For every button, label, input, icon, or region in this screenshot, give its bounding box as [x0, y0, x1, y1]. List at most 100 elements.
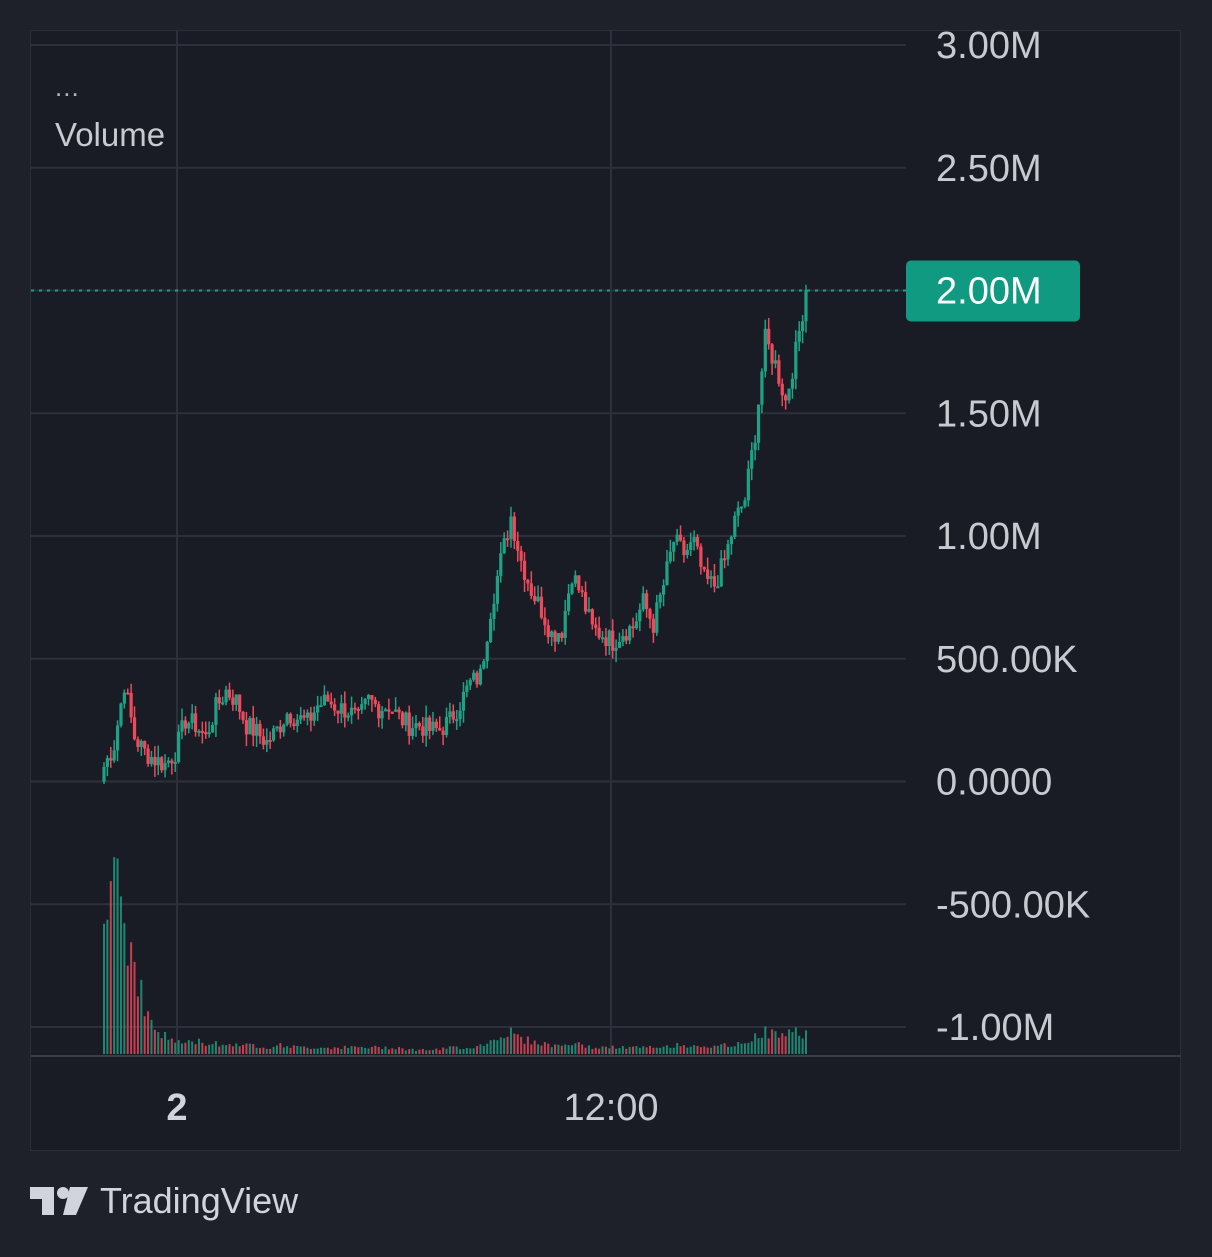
- volume-bar[interactable]: [170, 1038, 173, 1054]
- volume-bar[interactable]: [296, 1046, 299, 1054]
- candle-body[interactable]: [319, 705, 323, 708]
- candle-body[interactable]: [275, 726, 279, 729]
- candle-body[interactable]: [414, 723, 418, 729]
- volume-bar[interactable]: [204, 1045, 207, 1054]
- candle-body[interactable]: [295, 719, 299, 727]
- volume-bar[interactable]: [364, 1047, 367, 1054]
- candle-body[interactable]: [624, 636, 628, 641]
- volume-bar[interactable]: [723, 1043, 726, 1054]
- current-price-badge[interactable]: [906, 260, 1080, 322]
- candle-body[interactable]: [719, 558, 723, 587]
- volume-bar[interactable]: [801, 1038, 804, 1054]
- candle-body[interactable]: [255, 723, 259, 736]
- candle-body[interactable]: [556, 633, 561, 642]
- volume-bar[interactable]: [225, 1045, 228, 1054]
- candle-body[interactable]: [163, 762, 167, 771]
- candle-body[interactable]: [288, 713, 293, 724]
- candle-body[interactable]: [251, 718, 255, 736]
- volume-bar[interactable]: [509, 1027, 512, 1054]
- candle-body[interactable]: [668, 551, 672, 562]
- candle-body[interactable]: [583, 592, 588, 612]
- candle-body[interactable]: [373, 699, 377, 705]
- volume-bar[interactable]: [489, 1040, 492, 1054]
- candle-body[interactable]: [173, 761, 177, 764]
- candle-body[interactable]: [706, 569, 710, 579]
- candle-body[interactable]: [695, 537, 700, 547]
- candle-body[interactable]: [726, 544, 730, 560]
- candle-body[interactable]: [149, 756, 154, 764]
- candle-body[interactable]: [363, 699, 367, 705]
- candle-body[interactable]: [597, 627, 601, 638]
- candle-body[interactable]: [678, 534, 683, 541]
- volume-bar[interactable]: [214, 1041, 217, 1054]
- volume-bar[interactable]: [282, 1047, 285, 1054]
- volume-bar[interactable]: [577, 1042, 580, 1054]
- volume-bar[interactable]: [706, 1047, 709, 1054]
- volume-bar[interactable]: [411, 1048, 414, 1054]
- volume-bar[interactable]: [387, 1049, 390, 1054]
- candle-body[interactable]: [126, 692, 130, 695]
- volume-bar[interactable]: [448, 1046, 451, 1054]
- volume-bar[interactable]: [720, 1044, 723, 1054]
- volume-bar[interactable]: [157, 1032, 160, 1054]
- candle-body[interactable]: [716, 586, 720, 589]
- candle-body[interactable]: [455, 719, 459, 722]
- candle-body[interactable]: [197, 730, 201, 733]
- volume-bar[interactable]: [618, 1048, 621, 1054]
- volume-bar[interactable]: [279, 1043, 282, 1054]
- volume-bar[interactable]: [106, 919, 109, 1054]
- candle-body[interactable]: [723, 558, 727, 561]
- volume-bar[interactable]: [554, 1044, 557, 1054]
- candle-body[interactable]: [329, 701, 333, 705]
- volume-bar[interactable]: [445, 1048, 448, 1054]
- volume-bar[interactable]: [496, 1040, 499, 1054]
- volume-bar[interactable]: [113, 857, 116, 1054]
- volume-bar[interactable]: [408, 1049, 411, 1054]
- volume-bar[interactable]: [262, 1047, 265, 1054]
- candle-body[interactable]: [139, 740, 143, 747]
- volume-bar[interactable]: [567, 1045, 570, 1054]
- volume-bar[interactable]: [398, 1047, 401, 1054]
- volume-bar[interactable]: [526, 1036, 529, 1054]
- candle-body[interactable]: [411, 728, 415, 736]
- volume-bar[interactable]: [252, 1044, 255, 1054]
- volume-bar[interactable]: [309, 1049, 312, 1054]
- candle-body[interactable]: [570, 583, 574, 594]
- volume-bar[interactable]: [167, 1039, 170, 1054]
- candle-body[interactable]: [689, 542, 693, 550]
- candle-body[interactable]: [604, 637, 608, 646]
- volume-bar[interactable]: [771, 1029, 774, 1054]
- volume-bar[interactable]: [469, 1048, 472, 1054]
- candle-body[interactable]: [183, 720, 187, 729]
- volume-bar[interactable]: [781, 1033, 784, 1054]
- volume-bar[interactable]: [652, 1047, 655, 1054]
- volume-bar[interactable]: [194, 1044, 197, 1054]
- volume-bar[interactable]: [757, 1038, 760, 1054]
- candle-body[interactable]: [478, 668, 483, 685]
- candle-body[interactable]: [631, 626, 635, 629]
- candle-body[interactable]: [790, 378, 795, 389]
- volume-bar[interactable]: [455, 1046, 458, 1054]
- volume-bar[interactable]: [750, 1041, 753, 1054]
- volume-bar[interactable]: [231, 1046, 234, 1054]
- volume-bar[interactable]: [581, 1044, 584, 1054]
- volume-bar[interactable]: [472, 1048, 475, 1054]
- candle-body[interactable]: [743, 500, 747, 507]
- volume-bar[interactable]: [642, 1046, 645, 1054]
- candle-body[interactable]: [193, 713, 198, 732]
- candle-body[interactable]: [394, 709, 398, 712]
- volume-bar[interactable]: [153, 1029, 156, 1054]
- candle-body[interactable]: [312, 712, 316, 721]
- volume-bar[interactable]: [523, 1043, 526, 1054]
- volume-bar[interactable]: [150, 1019, 153, 1054]
- volume-bar[interactable]: [337, 1047, 339, 1054]
- candle-body[interactable]: [153, 756, 157, 766]
- volume-bar[interactable]: [323, 1047, 326, 1054]
- volume-bar[interactable]: [289, 1047, 292, 1054]
- candle-body[interactable]: [397, 709, 401, 713]
- volume-bar[interactable]: [103, 923, 105, 1054]
- candle-body[interactable]: [210, 724, 215, 733]
- candle-body[interactable]: [356, 708, 360, 711]
- volume-bar[interactable]: [547, 1043, 550, 1054]
- volume-bar[interactable]: [591, 1048, 594, 1054]
